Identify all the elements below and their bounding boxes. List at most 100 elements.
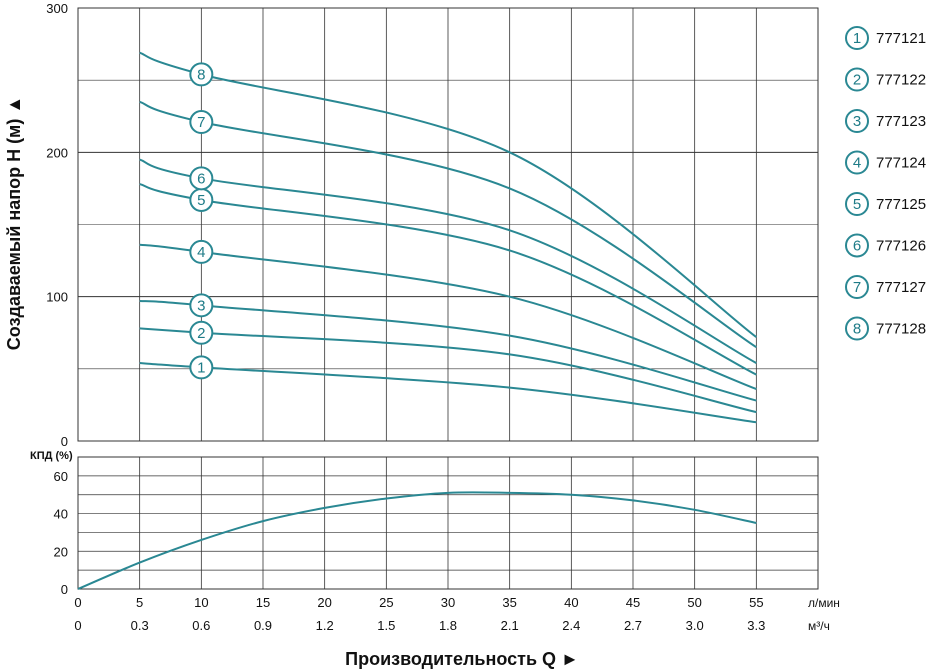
- x-tick-m3h: 3.0: [686, 618, 704, 633]
- legend-model: 777125: [876, 196, 926, 213]
- efficiency-curve-line: [77, 491, 757, 590]
- x-axis-title: Производительность Q ►: [345, 649, 579, 669]
- x-tick-m3h: 3.3: [747, 618, 765, 633]
- head-curves: [139, 51, 757, 424]
- legend-model: 777121: [876, 30, 926, 47]
- efficiency-tick-label: 0: [61, 582, 68, 597]
- legend-badge-circle: [845, 109, 869, 133]
- badge-number: 2: [197, 325, 205, 342]
- badge-circle: [189, 320, 214, 345]
- x-tick-lmin: 25: [379, 595, 393, 610]
- x-tick-m3h: 1.2: [316, 618, 334, 633]
- legend-badge-number: 4: [853, 155, 861, 172]
- legend-model: 777124: [876, 155, 926, 172]
- legend-badge-circle: [845, 150, 869, 175]
- legend-badge-number: 2: [853, 72, 861, 89]
- efficiency-axis-title: КПД (%): [30, 450, 73, 462]
- legend-item-4: 4 777124: [845, 150, 926, 175]
- legend: 1 777121 2 777122 3 777123 4 777124 5 777125 6 7771…: [845, 26, 926, 341]
- x-tick-lmin: 45: [626, 595, 640, 610]
- legend-badge-circle: [845, 67, 869, 92]
- x-tick-lmin: 0: [74, 595, 81, 610]
- x-tick-m3h: 0.3: [131, 618, 149, 633]
- badge-number: 3: [197, 297, 205, 314]
- legend-badge-circle: [845, 192, 869, 216]
- legend-model: 777128: [876, 321, 926, 338]
- head-curve-3: [139, 299, 757, 402]
- head-curve-6: [139, 158, 757, 364]
- x-tick-lmin: 35: [502, 595, 516, 610]
- x-tick-m3h: 0.6: [192, 618, 210, 633]
- head-curve-5: [139, 183, 757, 376]
- badge-number: 5: [197, 192, 205, 209]
- efficiency-tick-label: 60: [54, 469, 68, 484]
- badge-number: 4: [197, 244, 205, 261]
- badge-circle: [189, 62, 214, 87]
- y-tick-label: 0: [61, 434, 68, 449]
- x-tick-m3h: 1.5: [377, 618, 395, 633]
- head-curve-4: [139, 243, 757, 390]
- legend-item-3: 3 777123: [845, 109, 926, 133]
- efficiency-curve: [77, 491, 757, 590]
- legend-item-6: 6 777126: [845, 233, 926, 258]
- badge-circle: [189, 293, 214, 318]
- head-curve-2: [139, 327, 757, 414]
- badge-circle: [189, 239, 214, 264]
- badge-number: 8: [197, 66, 205, 83]
- x-tick-lmin: 50: [687, 595, 701, 610]
- y-axis-title: Создаваемый напор H (м) ▲: [4, 96, 24, 350]
- x-tick-lmin: 20: [317, 595, 331, 610]
- x-tick-m3h: 1.8: [439, 618, 457, 633]
- legend-badge-number: 5: [853, 196, 861, 213]
- x-tick-m3h: 0.9: [254, 618, 272, 633]
- legend-badge-number: 3: [853, 113, 861, 130]
- y-tick-label: 100: [46, 290, 68, 305]
- curve-badges: 1 2 3 4 5 6 7 8: [189, 62, 214, 380]
- curve-badge-6: 6: [189, 166, 214, 191]
- legend-model: 777122: [876, 72, 926, 89]
- efficiency-tick-label: 40: [54, 507, 68, 522]
- x-tick-m3h: 0: [74, 618, 81, 633]
- head-chart-grid: [77, 7, 819, 442]
- curve-badge-2: 2: [189, 320, 214, 345]
- legend-badge-number: 7: [853, 279, 861, 296]
- legend-badge-number: 6: [853, 238, 861, 255]
- curve-badge-8: 8: [189, 62, 214, 87]
- badge-number: 7: [197, 114, 205, 131]
- curve-badge-1: 1: [189, 355, 214, 380]
- x-tick-lmin: 55: [749, 595, 763, 610]
- curve-badge-4: 4: [189, 239, 214, 264]
- legend-item-5: 5 777125: [845, 192, 926, 216]
- x-tick-m3h: 2.4: [562, 618, 580, 633]
- efficiency-chart-grid: [77, 456, 819, 590]
- badge-number: 6: [197, 170, 205, 187]
- y-tick-label: 300: [46, 1, 68, 16]
- head-curve-7: [139, 100, 757, 349]
- x-tick-lmin: 10: [194, 595, 208, 610]
- curve-badge-3: 3: [189, 293, 214, 318]
- legend-item-8: 8 777128: [845, 316, 926, 341]
- curve-badge-5: 5: [189, 187, 214, 212]
- legend-badge-number: 8: [853, 321, 861, 338]
- badge-number: 1: [197, 359, 205, 376]
- legend-badge-circle: [845, 275, 869, 299]
- legend-item-7: 7 777127: [845, 275, 926, 299]
- curve-badge-7: 7: [189, 110, 214, 135]
- x-unit-lmin: л/мин: [808, 596, 840, 610]
- legend-model: 777126: [876, 238, 926, 255]
- legend-badge-circle: [845, 233, 869, 258]
- x-tick-m3h: 2.7: [624, 618, 642, 633]
- y-tick-label: 200: [46, 145, 68, 160]
- legend-item-1: 1 777121: [845, 26, 926, 50]
- x-tick-lmin: 40: [564, 595, 578, 610]
- badge-circle: [189, 110, 214, 135]
- x-unit-m3h: м³/ч: [808, 619, 830, 633]
- efficiency-tick-label: 20: [54, 544, 68, 559]
- x-tick-lmin: 5: [136, 595, 143, 610]
- legend-badge-circle: [845, 316, 869, 341]
- badge-circle: [189, 166, 214, 191]
- x-tick-lmin: 15: [256, 595, 270, 610]
- head-curve-1: [139, 362, 757, 424]
